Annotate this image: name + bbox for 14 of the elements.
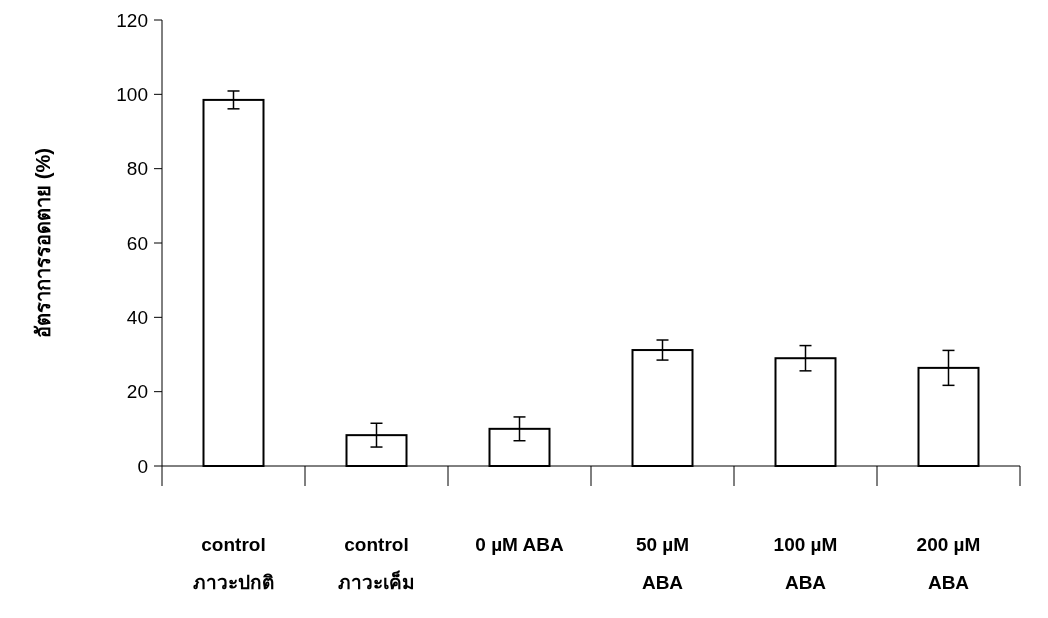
y-axis-title: อัตราการรอดตาย (%) [32,148,54,338]
y-tick-label: 120 [116,9,148,31]
y-tick-label: 60 [126,232,148,254]
y-tick-label: 0 [137,455,148,477]
x-tick-label: 50 µM ABA [635,534,690,593]
x-tick-label: 200 µM ABA [916,534,981,593]
y-tick-label: 20 [126,381,148,403]
x-tick-label: control ภาวะปกติ [193,534,274,593]
y-tick-label: 80 [126,158,148,180]
x-tick-label: control ภาวะเค็ม [338,534,415,593]
x-tick-label: 0 µM ABA [475,534,564,555]
y-tick-label: 100 [116,83,148,105]
y-tick-label: 40 [126,306,148,328]
x-tick-label: 100 µM ABA [773,534,838,593]
